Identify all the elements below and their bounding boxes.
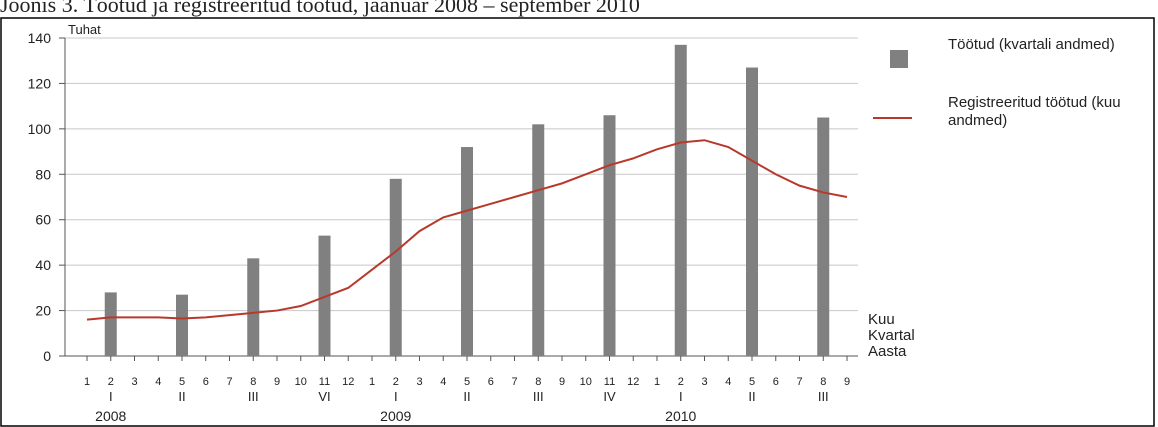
x-tick-label: 7 <box>511 376 517 388</box>
quarter-label: IV <box>603 389 616 404</box>
x-tick-label: 9 <box>559 376 565 388</box>
x-tick-label: 9 <box>274 376 280 388</box>
x-tick-label: 4 <box>440 376 446 388</box>
quarter-label: II <box>178 389 185 404</box>
quarter-label: III <box>248 389 259 404</box>
x-tick-label: 5 <box>464 376 470 388</box>
y-tick-label: 140 <box>28 30 52 46</box>
row-label: Kvartal <box>868 327 915 344</box>
quarter-label: I <box>394 389 398 404</box>
quarter-label: I <box>109 389 113 404</box>
x-tick-label: 1 <box>654 376 660 388</box>
quarter-label: II <box>748 389 755 404</box>
y-tick-label: 60 <box>35 212 51 228</box>
x-tick-label: 12 <box>627 376 639 388</box>
legend-swatch <box>890 50 908 68</box>
x-tick-label: 12 <box>342 376 354 388</box>
year-label: 2009 <box>380 408 411 424</box>
bar <box>318 235 331 356</box>
bar <box>461 147 473 356</box>
bar <box>389 178 402 356</box>
x-tick-label: 8 <box>535 376 541 388</box>
bar <box>176 294 188 356</box>
bar <box>603 115 616 356</box>
x-tick-label: 3 <box>131 376 137 388</box>
x-tick-label: 5 <box>179 376 185 388</box>
x-tick-label: 11 <box>319 376 330 388</box>
bar <box>674 44 687 357</box>
x-tick-label: 5 <box>749 376 755 388</box>
x-tick-label: 6 <box>203 376 209 388</box>
bar <box>746 67 758 357</box>
legend-label: Töötud (kvartali andmed) <box>948 36 1115 53</box>
x-tick-label: 2 <box>678 376 684 388</box>
x-tick-label: 4 <box>155 376 161 388</box>
year-label: 2008 <box>95 408 126 424</box>
x-tick-label: 8 <box>250 376 256 388</box>
x-tick-label: 7 <box>226 376 232 388</box>
bar <box>532 124 545 356</box>
line <box>86 139 848 321</box>
quarter-label: III <box>533 389 544 404</box>
x-tick-label: 2 <box>393 376 399 388</box>
y-axis-label: Tuhat <box>68 22 101 37</box>
x-tick-label: 4 <box>725 376 731 388</box>
row-label: Kuu <box>868 311 895 328</box>
y-tick-label: 80 <box>35 166 51 182</box>
x-tick-label: 8 <box>820 376 826 388</box>
y-tick-label: 40 <box>35 257 51 273</box>
bar <box>817 117 830 356</box>
y-tick-label: 120 <box>28 75 52 91</box>
quarter-label: II <box>463 389 470 404</box>
frame <box>0 17 1155 427</box>
x-tick-label: 2 <box>108 376 114 388</box>
bar <box>104 292 117 356</box>
x-tick-label: 1 <box>84 376 90 388</box>
y-tick-label: 100 <box>28 121 52 137</box>
x-tick-label: 1 <box>369 376 375 388</box>
x-tick-label: 7 <box>796 376 802 388</box>
x-tick-label: 3 <box>416 376 422 388</box>
row-label: Aasta <box>868 343 907 360</box>
quarter-label: III <box>818 389 829 404</box>
x-tick-label: 6 <box>488 376 494 388</box>
x-tick-label: 3 <box>701 376 707 388</box>
x-tick-label: 9 <box>844 376 850 388</box>
chart-title: Joonis 3. Töötud ja registreeritud töötu… <box>0 0 640 17</box>
x-tick-label: 10 <box>580 376 592 388</box>
bar <box>247 258 260 356</box>
y-tick-label: 20 <box>35 303 51 319</box>
x-tick-label: 10 <box>295 376 307 388</box>
year-label: 2010 <box>665 408 696 424</box>
quarter-label: I <box>679 389 683 404</box>
legend-label: Registreeritud töötud (kuu andmed) <box>948 94 1121 129</box>
y-tick-label: 0 <box>43 348 51 364</box>
quarter-label: VI <box>318 389 330 404</box>
x-tick-label: 6 <box>773 376 779 388</box>
x-tick-label: 11 <box>604 376 615 388</box>
